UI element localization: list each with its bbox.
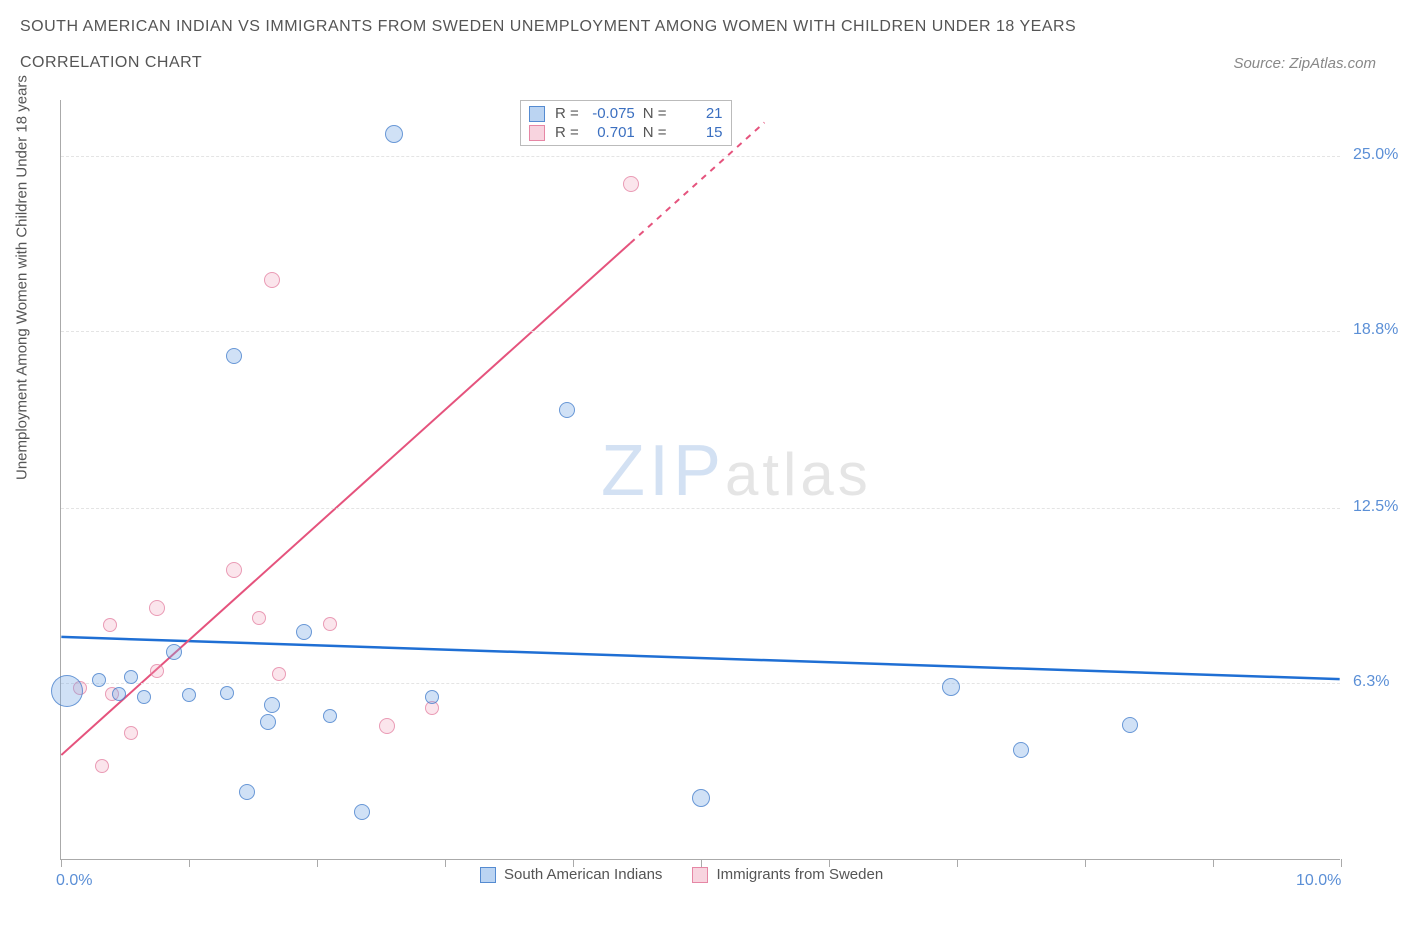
x-tick xyxy=(189,859,190,867)
stat-n-pink: 15 xyxy=(675,124,723,141)
data-point-pink xyxy=(95,759,109,773)
swatch-blue xyxy=(480,867,496,883)
gridline xyxy=(61,508,1340,509)
watermark-atlas: atlas xyxy=(725,441,872,508)
swatch-pink xyxy=(529,125,545,141)
data-point-blue xyxy=(92,673,106,687)
correlation-chart: Unemployment Among Women with Children U… xyxy=(60,100,1380,880)
data-point-blue xyxy=(425,690,439,704)
data-point-blue xyxy=(323,709,337,723)
watermark-zip: ZIP xyxy=(601,431,725,511)
data-point-blue xyxy=(264,697,280,713)
stat-r-label: R = xyxy=(555,124,579,141)
data-point-blue xyxy=(124,670,138,684)
stat-n-blue: 21 xyxy=(675,105,723,122)
stat-r-blue: -0.075 xyxy=(587,105,635,122)
x-tick xyxy=(61,859,62,867)
data-point-pink xyxy=(124,726,138,740)
x-tick xyxy=(445,859,446,867)
data-point-blue xyxy=(51,675,83,707)
data-point-blue xyxy=(112,687,126,701)
stats-legend-box: R = -0.075 N = 21 R = 0.701 N = 15 xyxy=(520,100,732,146)
data-point-pink xyxy=(272,667,286,681)
data-point-pink xyxy=(226,562,242,578)
y-tick-label: 6.3% xyxy=(1353,673,1389,691)
data-point-blue xyxy=(220,686,234,700)
data-point-pink xyxy=(150,664,164,678)
page-subtitle: CORRELATION CHART xyxy=(20,54,202,72)
data-point-blue xyxy=(1013,742,1029,758)
trend-line xyxy=(61,243,630,755)
trend-lines xyxy=(61,100,1340,859)
data-point-blue xyxy=(182,688,196,702)
page-title: SOUTH AMERICAN INDIAN VS IMMIGRANTS FROM… xyxy=(20,18,1386,36)
legend-item-pink: Immigrants from Sweden xyxy=(692,866,883,883)
data-point-pink xyxy=(623,176,639,192)
legend-item-blue: South American Indians xyxy=(480,866,662,883)
x-tick xyxy=(1085,859,1086,867)
data-point-blue xyxy=(385,125,403,143)
x-tick xyxy=(1213,859,1214,867)
x-tick xyxy=(317,859,318,867)
data-point-blue xyxy=(354,804,370,820)
swatch-pink xyxy=(692,867,708,883)
data-point-pink xyxy=(252,611,266,625)
y-tick-label: 25.0% xyxy=(1353,146,1398,164)
data-point-blue xyxy=(296,624,312,640)
y-tick-label: 12.5% xyxy=(1353,498,1398,516)
gridline xyxy=(61,683,1340,684)
data-point-blue xyxy=(239,784,255,800)
stat-n-label: N = xyxy=(643,124,667,141)
watermark: ZIPatlas xyxy=(601,430,872,512)
y-tick-label: 18.8% xyxy=(1353,321,1398,339)
data-point-blue xyxy=(692,789,710,807)
gridline xyxy=(61,331,1340,332)
data-point-pink xyxy=(264,272,280,288)
data-point-pink xyxy=(149,600,165,616)
data-point-pink xyxy=(323,617,337,631)
gridline xyxy=(61,156,1340,157)
data-point-blue xyxy=(137,690,151,704)
data-point-blue xyxy=(226,348,242,364)
data-point-blue xyxy=(260,714,276,730)
x-tick-label: 10.0% xyxy=(1296,872,1341,890)
data-point-blue xyxy=(1122,717,1138,733)
legend-label-blue: South American Indians xyxy=(504,866,662,883)
x-tick-label: 0.0% xyxy=(56,872,92,890)
data-point-pink xyxy=(379,718,395,734)
stat-r-label: R = xyxy=(555,105,579,122)
swatch-blue xyxy=(529,106,545,122)
stat-n-label: N = xyxy=(643,105,667,122)
header: SOUTH AMERICAN INDIAN VS IMMIGRANTS FROM… xyxy=(0,0,1406,72)
data-point-blue xyxy=(942,678,960,696)
bottom-legend: South American Indians Immigrants from S… xyxy=(480,866,883,883)
stat-r-pink: 0.701 xyxy=(587,124,635,141)
x-tick xyxy=(1341,859,1342,867)
x-tick xyxy=(957,859,958,867)
data-point-pink xyxy=(103,618,117,632)
plot-area: ZIPatlas 6.3%12.5%18.8%25.0%0.0%10.0% xyxy=(60,100,1340,860)
y-axis-title: Unemployment Among Women with Children U… xyxy=(14,75,31,480)
source-credit: Source: ZipAtlas.com xyxy=(1233,55,1386,72)
trend-line xyxy=(61,637,1339,679)
data-point-blue xyxy=(166,644,182,660)
data-point-blue xyxy=(559,402,575,418)
legend-label-pink: Immigrants from Sweden xyxy=(716,866,883,883)
